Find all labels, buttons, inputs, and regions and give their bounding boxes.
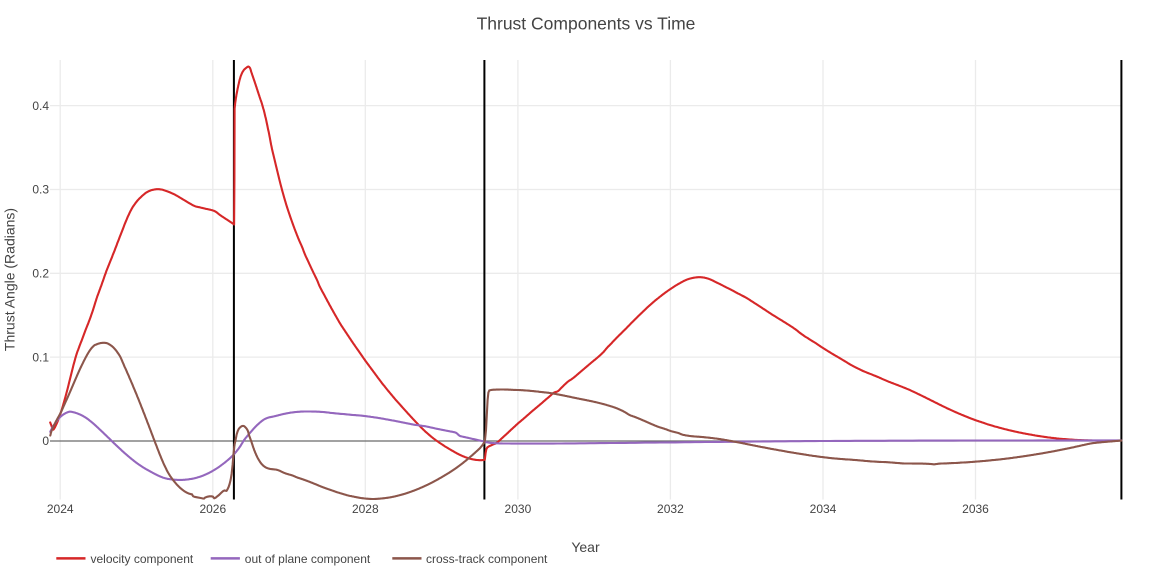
svg-text:2030: 2030 [505,502,532,516]
svg-text:cross-track component: cross-track component [426,552,548,566]
svg-text:0.4: 0.4 [32,99,49,113]
svg-text:Thrust Angle (Radians): Thrust Angle (Radians) [2,208,18,351]
svg-text:2028: 2028 [352,502,379,516]
svg-text:out of plane component: out of plane component [245,552,371,566]
svg-text:0.3: 0.3 [32,183,49,197]
svg-text:2034: 2034 [810,502,837,516]
svg-text:Year: Year [571,539,600,555]
svg-text:0: 0 [42,434,49,448]
svg-text:0.2: 0.2 [32,267,49,281]
svg-text:Thrust Components vs Time: Thrust Components vs Time [477,14,696,34]
svg-text:0.1: 0.1 [32,350,49,364]
svg-text:2024: 2024 [47,502,74,516]
svg-text:2032: 2032 [657,502,684,516]
svg-text:velocity component: velocity component [91,552,194,566]
svg-text:2026: 2026 [199,502,226,516]
svg-text:2036: 2036 [962,502,989,516]
